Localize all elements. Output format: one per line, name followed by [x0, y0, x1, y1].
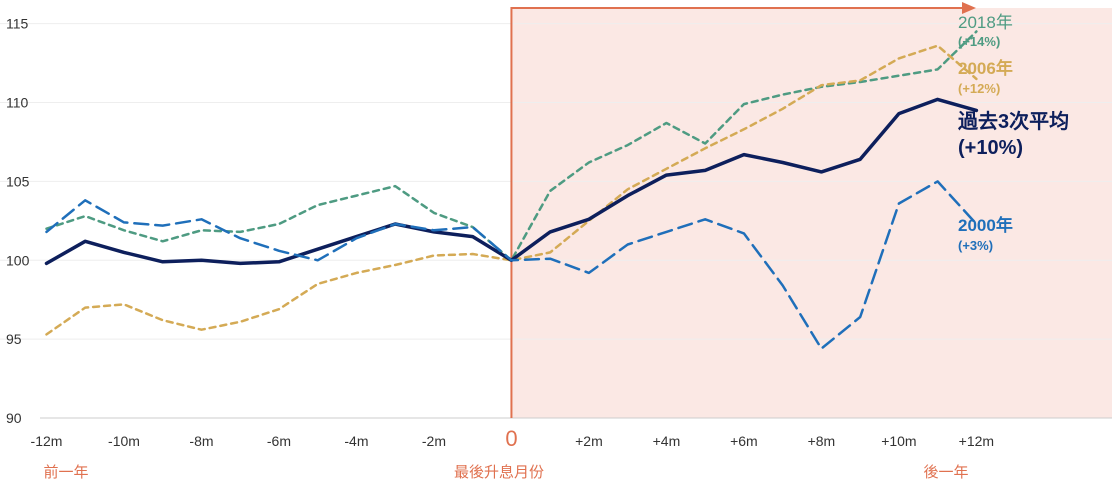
x-tick-label: +10m — [881, 433, 916, 449]
following-year-label: 後一年 — [923, 464, 968, 481]
prior-year-label: 前一年 — [43, 464, 88, 481]
series-lines — [44, 30, 979, 350]
series-label: 2006年 — [958, 58, 1013, 78]
post-hike-shaded-region — [511, 8, 1112, 418]
x-tick-label: -10m — [108, 433, 140, 449]
x-tick-label: +12m — [959, 433, 994, 449]
series-line — [45, 180, 978, 350]
series-label: 2000年 — [958, 215, 1013, 235]
series-annotations: 2018年 (+14%) 2006年 (+12%) 過去3次平均 (+10%) 2000年 (… — [958, 13, 1069, 253]
series-line — [45, 30, 978, 262]
x-tick-label: -4m — [344, 433, 368, 449]
series-change-label: (+10%) — [958, 137, 1023, 159]
x-tick-label: -6m — [267, 433, 291, 449]
arrow-head-icon — [962, 2, 976, 14]
y-tick-label: 105 — [6, 173, 30, 189]
x-tick-label: +6m — [730, 433, 758, 449]
x-tick-label: +4m — [653, 433, 681, 449]
series-change-label: (+3%) — [958, 238, 993, 253]
y-tick-label: 90 — [6, 410, 22, 426]
y-tick-label: 110 — [6, 95, 29, 111]
y-tick-label: 100 — [6, 252, 30, 268]
series-label: 過去3次平均 — [958, 109, 1069, 133]
series-change-label: (+14%) — [958, 34, 1000, 49]
x-axis-ticks: -12m -10m -8m -6m -4m -2m 0 +2m +4m +6m +8m +10m +12… — [31, 426, 995, 451]
x-tick-label: +8m — [808, 433, 836, 449]
post-hike-bracket-arrow — [510, 7, 962, 418]
x-tick-label: -12m — [31, 433, 63, 449]
x-tick-label: +2m — [575, 433, 603, 449]
y-tick-label: 95 — [6, 331, 22, 347]
x-tick-label: -2m — [422, 433, 446, 449]
y-axis-ticks: 90 95 100 105 110 115 — [6, 16, 30, 426]
y-tick-label: 115 — [6, 16, 29, 32]
x-tick-label-zero: 0 — [505, 426, 517, 451]
last-hike-month-label: 最後升息月份 — [454, 464, 544, 481]
x-tick-label: -8m — [189, 433, 213, 449]
series-label: 2018年 — [958, 13, 1013, 32]
series-line — [45, 44, 978, 336]
series-change-label: (+12%) — [958, 81, 1000, 96]
